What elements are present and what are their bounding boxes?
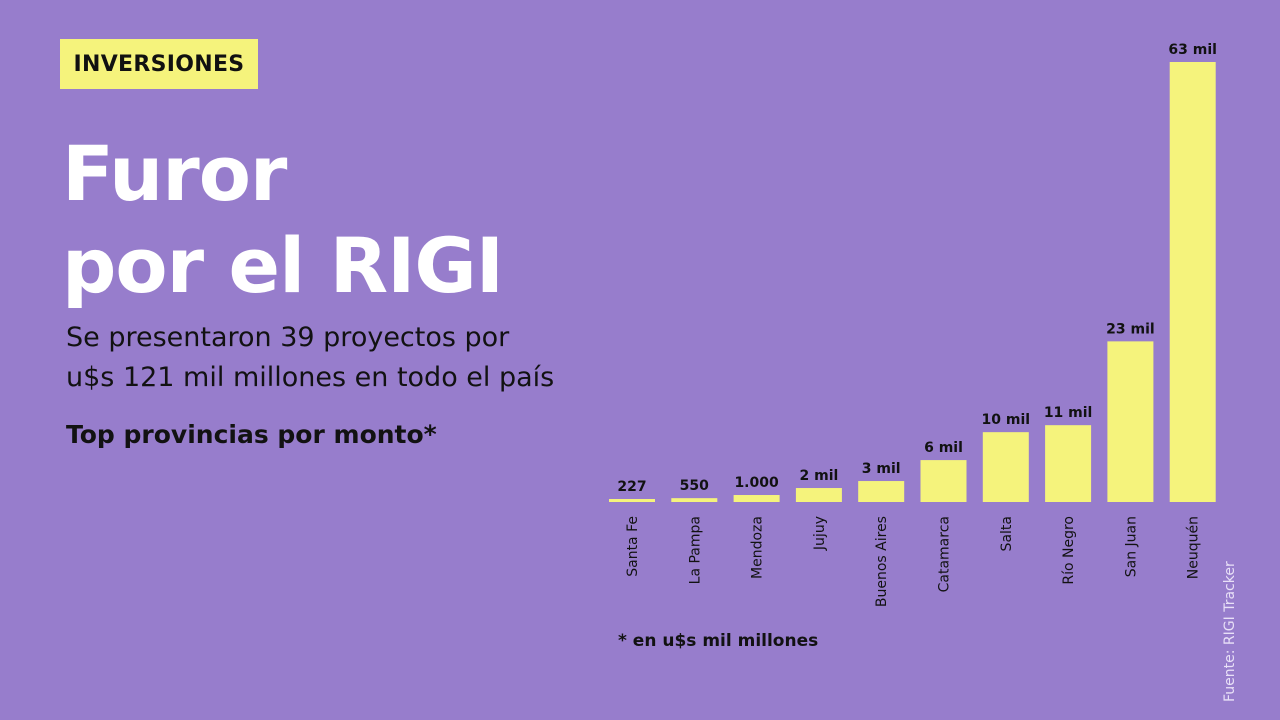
bar-buenos-aires <box>858 481 905 502</box>
bar-catamarca <box>920 460 967 502</box>
category-label-jujuy: Jujuy <box>812 516 828 551</box>
bar-jujuy <box>795 488 842 502</box>
category-label-catamarca: Catamarca <box>937 516 953 592</box>
data-label-catamarca: 6 mil <box>924 440 963 456</box>
chart-heading: Top provincias por monto* <box>66 420 437 449</box>
bar-rio-negro <box>1045 425 1092 502</box>
bar-san-juan <box>1107 341 1154 502</box>
category-label-salta: Salta <box>999 516 1015 551</box>
category-label-buenos-aires: Buenos Aires <box>874 516 890 607</box>
data-label-santa-fe: 227 <box>617 479 646 495</box>
data-label-salta: 10 mil <box>982 412 1031 428</box>
bar-mendoza <box>733 495 780 502</box>
category-label-mendoza: Mendoza <box>750 516 766 579</box>
bar-neuquen <box>1169 62 1216 502</box>
category-label-santa-fe: Santa Fe <box>625 516 641 577</box>
section-tag: INVERSIONES <box>60 39 258 89</box>
data-label-rio-negro: 11 mil <box>1044 405 1093 421</box>
category-label-la-pampa: La Pampa <box>687 516 703 584</box>
data-label-buenos-aires: 3 mil <box>862 461 901 477</box>
bar-la-pampa <box>671 498 718 502</box>
subtitle-line-1: Se presentaron 39 proyectos por <box>66 322 510 353</box>
bar-salta <box>982 432 1029 502</box>
data-label-mendoza: 1.000 <box>734 475 779 491</box>
footnote: * en u$s mil millones <box>618 631 819 651</box>
title-line-2: por el RIGI <box>62 221 504 310</box>
subtitle: Se presentaron 39 proyectos por u$s 121 … <box>66 318 626 398</box>
category-label-neuquen: Neuquén <box>1186 516 1202 579</box>
title-line-1: Furor <box>62 129 287 218</box>
data-label-la-pampa: 550 <box>680 478 709 494</box>
data-label-san-juan: 23 mil <box>1106 321 1155 337</box>
data-label-neuquen: 63 mil <box>1168 42 1217 58</box>
source-credit: Fuente: RIGI Tracker <box>1222 561 1238 702</box>
bar-santa-fe <box>609 499 655 502</box>
subtitle-line-2: u$s 121 mil millones en todo el país <box>66 362 555 393</box>
category-label-san-juan: San Juan <box>1123 516 1139 577</box>
category-label-rio-negro: Río Negro <box>1061 516 1077 585</box>
page-title: Furor por el RIGI <box>62 128 504 312</box>
data-label-jujuy: 2 mil <box>799 468 838 484</box>
